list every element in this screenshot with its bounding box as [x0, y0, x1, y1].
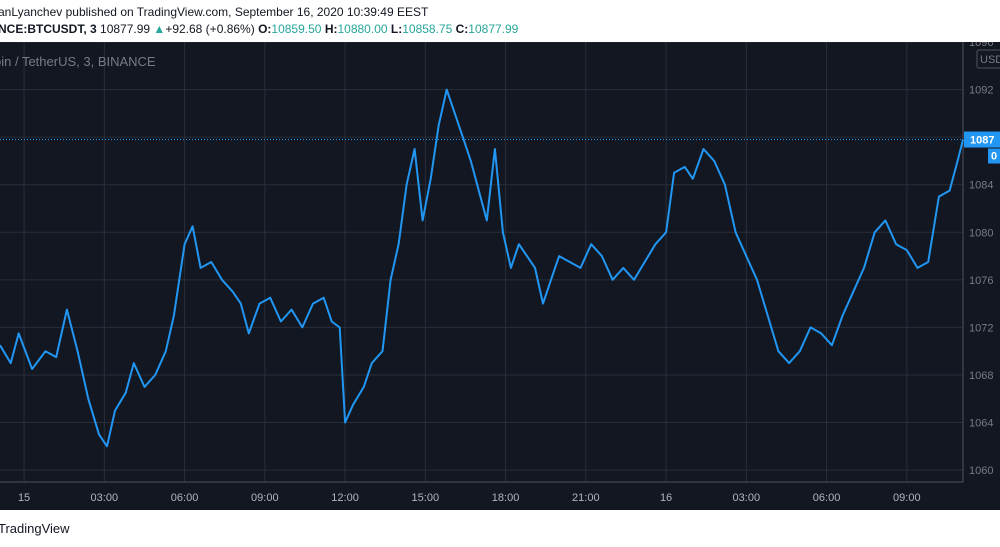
- price-overlay: 1087 0 USD: [0, 49, 1000, 164]
- time-tick-label: 09:00: [251, 492, 279, 504]
- time-tick-label: 15: [18, 492, 30, 504]
- last-price-tag-label: 1087: [970, 135, 994, 147]
- time-tick-label: 16: [660, 492, 672, 504]
- price-tick-label: 1060: [969, 465, 993, 477]
- countdown-tag: [988, 148, 1000, 164]
- change-value: +92.68 (+0.86%): [165, 22, 255, 36]
- plot-area[interactable]: [0, 88, 964, 448]
- ohlc-line: NCE:BTCUSDT, 3 10877.99 ▲+92.68 (+0.86%)…: [0, 22, 518, 36]
- last-price-tag: [964, 131, 1000, 148]
- time-tick-label: 21:00: [572, 492, 600, 504]
- price-tick-label: 1084: [969, 180, 993, 192]
- price-tick-label: 1092: [969, 85, 993, 97]
- currency-badge-label: USD: [980, 54, 1000, 66]
- time-tick-label: 15:00: [412, 492, 440, 504]
- chart-background: [0, 42, 1000, 510]
- price-tick-label: 1076: [969, 275, 993, 287]
- price-tick-label: 1068: [969, 370, 993, 382]
- price-tick-label: 1064: [969, 418, 993, 430]
- high-value: 10880.00: [337, 22, 388, 36]
- chart-title: oin / TetherUS, 3, BINANCE: [0, 54, 156, 69]
- publisher-line: anLyanchev published on TradingView.com,…: [0, 5, 428, 19]
- open-value: 10859.50: [271, 22, 322, 36]
- low-label: L:: [390, 22, 403, 36]
- price-chart[interactable]: 15 03:00 06:00 09:00 12:00 15:00 18:00 21:00 16 0…: [0, 42, 1000, 510]
- open-label: O:: [258, 22, 272, 36]
- time-tick-label: 06:00: [813, 492, 841, 504]
- close-value: 10877.99: [468, 22, 519, 36]
- time-tick-label: 12:00: [331, 492, 359, 504]
- publish-header: anLyanchev published on TradingView.com,…: [0, 0, 1000, 42]
- price-tick-label: 1072: [969, 322, 993, 334]
- symbol-label: NCE:BTCUSDT, 3: [0, 22, 97, 36]
- change-arrow-icon: ▲: [153, 22, 166, 36]
- time-tick-label: 03:00: [733, 492, 761, 504]
- time-tick-label: 09:00: [893, 492, 921, 504]
- last-price: 10877.99: [100, 22, 151, 36]
- currency-badge[interactable]: [976, 49, 1000, 69]
- footer: TradingView: [0, 510, 1000, 547]
- time-axis[interactable]: 15 03:00 06:00 09:00 12:00 15:00 18:00 21:00 16 0…: [18, 492, 921, 504]
- price-series-line: [0, 88, 964, 448]
- price-tick-label: 1096: [969, 42, 993, 49]
- time-tick-label: 03:00: [91, 492, 119, 504]
- brand-label: TradingView: [0, 521, 70, 536]
- countdown-label: 0: [991, 151, 997, 163]
- publisher-text: anLyanchev published on TradingView.com,…: [0, 5, 429, 19]
- high-label: H:: [324, 22, 338, 36]
- close-label: C:: [455, 22, 469, 36]
- low-value: 10858.75: [402, 22, 453, 36]
- time-tick-label: 18:00: [492, 492, 520, 504]
- time-tick-label: 06:00: [171, 492, 199, 504]
- price-tick-label: 1080: [969, 227, 993, 239]
